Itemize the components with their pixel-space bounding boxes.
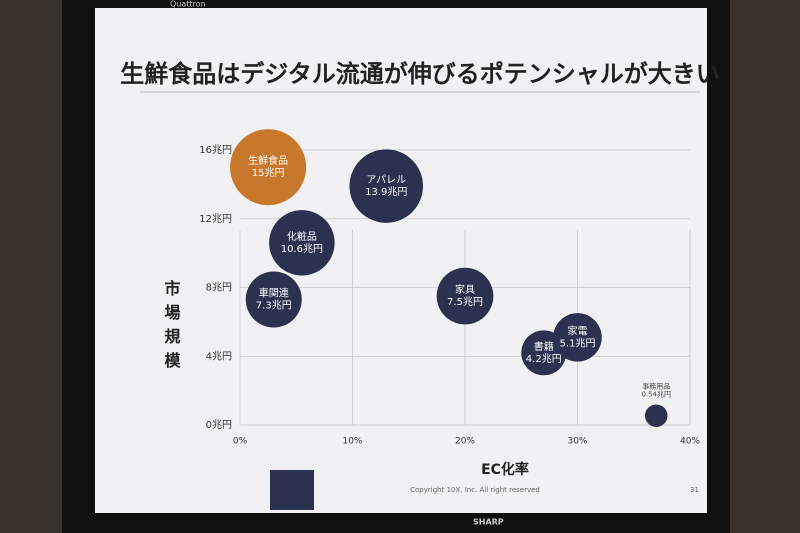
y-tick-label: 0兆円 [206,419,232,431]
bubble [644,404,668,427]
bubble [269,210,335,276]
plot: 0兆円 4兆円 8兆円 12兆円 16兆円 0% 10% 20% 30% 40% 生鮮食品15兆円ア… [199,129,700,447]
bubble-name: 家具 [455,283,475,296]
bubble [436,267,494,325]
bubble-value-label: 10.6兆円 [281,243,323,255]
y-tick-label: 16兆円 [199,144,232,156]
bubble-value-label: 4.2兆円 [526,353,562,365]
bubble-name: 生鮮食品 [248,154,288,167]
chart-title: 生鮮食品はデジタル流通が伸びるポテンシャルが大きい [120,60,720,88]
bubble-name: 車関連 [259,287,289,300]
bubble-value-label: 15兆円 [252,167,285,179]
bubble-name: 事務用品 [642,381,670,390]
bubble-name: 書籍 [534,340,554,353]
y-axis-label: 市場規模 [162,279,181,376]
bubble-name: アパレル [366,174,406,186]
y-tick-label: 12兆円 [199,213,232,225]
y-tick-label: 8兆円 [206,282,232,294]
footer: Copyright 10X, Inc. All right reserved [410,486,540,494]
bubble-name: 化粧品 [287,230,317,243]
bubble-value-label: 5.1兆円 [560,337,596,349]
bubble [230,129,307,206]
page-number: 31 [690,486,699,494]
bubble-name: 家電 [568,324,588,337]
bubble [349,149,424,223]
x-axis-label: EC化率 [481,461,529,478]
x-tick-label: 20% [455,437,475,447]
brand-top: Quattron [170,0,206,9]
x-tick-label: 30% [567,437,587,447]
bubble-value-label: 7.3兆円 [256,300,292,312]
x-tick-label: 40% [680,437,700,447]
bubble-value-label: 13.9兆円 [365,186,407,198]
x-tick-label: 10% [342,437,362,447]
y-tick-label: 4兆円 [206,350,232,362]
logo [270,470,314,510]
bubble [553,313,602,362]
x-tick-label: 0% [233,437,248,447]
bubble [245,271,302,328]
bubble-value-label: 7.5兆円 [447,296,483,308]
bubble-value-label: 0.54兆円 [641,390,671,399]
brand-bottom: SHARP [473,518,504,527]
